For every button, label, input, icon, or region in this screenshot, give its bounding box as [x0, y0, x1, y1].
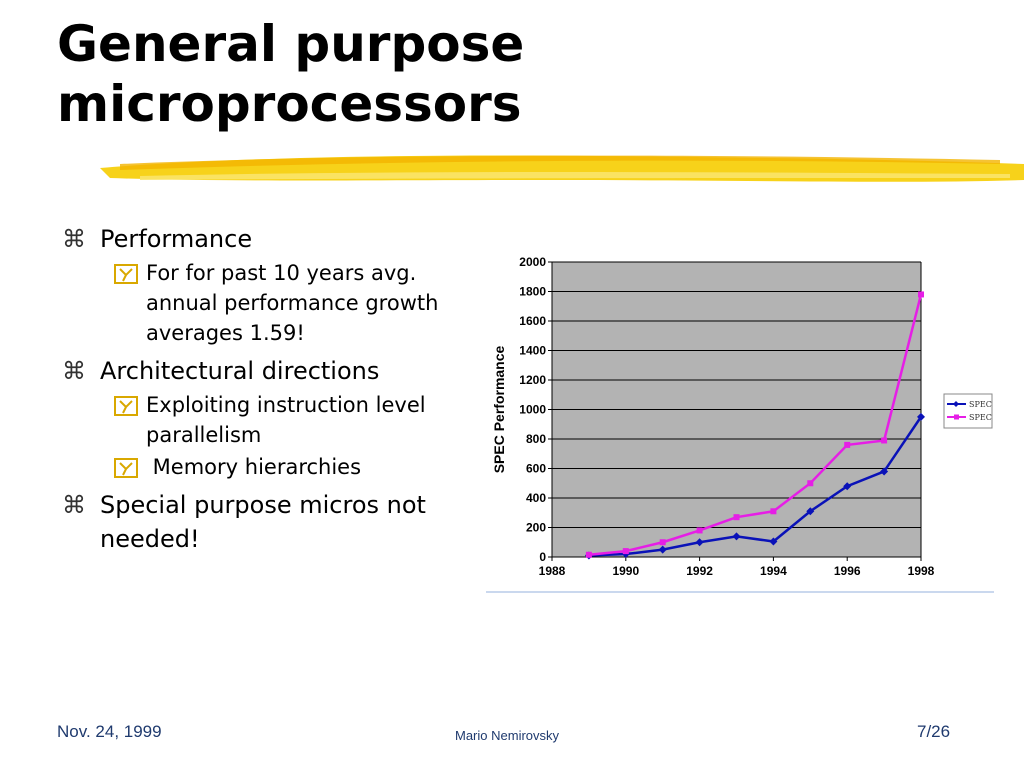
- y-tick-label: 2000: [519, 255, 546, 269]
- series-1-point: [880, 467, 889, 476]
- legend-label-2: SPEC: [969, 413, 992, 422]
- x-tick-label: 1994: [760, 564, 787, 578]
- legend-box: [943, 393, 993, 429]
- series-1-point: [843, 482, 852, 491]
- legend-label-1: SPEC: [969, 400, 992, 409]
- checkbox-y-icon: [114, 458, 138, 478]
- sub-bullet-memory: Memory hierarchies: [62, 452, 482, 482]
- series-2-point: [881, 437, 888, 444]
- bullet-architectural-directions: ⌘ Architectural directions: [62, 354, 482, 388]
- sub-bullet-growth: For for past 10 years avg. annual perfor…: [62, 258, 482, 348]
- y-tick-label: 800: [526, 432, 546, 446]
- y-axis-label: SPEC Performance: [491, 345, 507, 473]
- series-1-point: [658, 545, 667, 554]
- slide-title: General purpose microprocessors: [57, 14, 524, 134]
- sub-bullet-ilp: Exploiting instruction level parallelism: [62, 390, 482, 450]
- yellow-brush-stroke: [100, 155, 1024, 182]
- series-1-point: [732, 532, 741, 541]
- series-1-point: [917, 412, 925, 421]
- x-tick-label: 1988: [539, 564, 566, 578]
- command-key-icon: ⌘: [62, 491, 86, 519]
- y-tick-label: 1400: [519, 344, 546, 358]
- checkbox-y-icon: [114, 396, 138, 416]
- x-tick-label: 1996: [834, 564, 861, 578]
- y-tick-label: 1200: [519, 373, 546, 387]
- bullet-special-purpose: ⌘ Special purpose micros not needed!: [62, 488, 482, 556]
- series-2-point: [733, 514, 740, 521]
- chart-svg: 0 200 400 600 800 1000 1200 1400 1600 1800 2000 198…: [486, 255, 994, 593]
- legend-marker-1: [953, 401, 959, 407]
- series-2-point: [585, 551, 592, 558]
- bullet-text: Special purpose micros not needed!: [100, 491, 426, 553]
- slide-title-line-2: microprocessors: [57, 75, 522, 133]
- series-line-1: [588, 416, 923, 557]
- command-key-icon: ⌘: [62, 357, 86, 385]
- series-1-point: [769, 537, 778, 546]
- series-2-point: [807, 480, 814, 487]
- y-tick-label: 600: [526, 462, 546, 476]
- checkbox-y-icon: [114, 264, 138, 284]
- spec-performance-chart: 0 200 400 600 800 1000 1200 1400 1600 1800 2000 198…: [486, 248, 996, 596]
- y-tick-label: 400: [526, 491, 546, 505]
- x-tick-label: 1998: [908, 564, 935, 578]
- y-tick-label: 200: [526, 521, 546, 535]
- series-1-point: [806, 507, 815, 516]
- series-2-point: [770, 508, 777, 515]
- series-2-point: [696, 527, 703, 534]
- series-1-point: [695, 538, 704, 547]
- x-tick-label: 1990: [612, 564, 639, 578]
- legend-marker-2: [954, 414, 959, 420]
- y-tick-label: 0: [539, 550, 546, 564]
- series-2-point: [918, 291, 924, 298]
- sub-bullet-text: For for past 10 years avg. annual perfor…: [146, 261, 439, 345]
- bullet-text: Architectural directions: [100, 357, 380, 385]
- series-2-point: [844, 441, 851, 448]
- y-tick-label: 1600: [519, 314, 546, 328]
- bullet-list: ⌘ Performance For for past 10 years avg.…: [62, 216, 482, 556]
- series-line-2: [588, 294, 923, 557]
- y-tick-label: 1800: [519, 285, 546, 299]
- series-2-point: [622, 548, 629, 555]
- sub-bullet-text: Memory hierarchies: [146, 455, 362, 479]
- bullet-performance: ⌘ Performance: [62, 222, 482, 256]
- x-tick-label: 1992: [686, 564, 713, 578]
- bullet-text: Performance: [100, 225, 253, 253]
- footer-author: Mario Nemirovsky: [455, 728, 560, 743]
- command-key-icon: ⌘: [62, 225, 86, 253]
- slide-title-line-1: General purpose: [57, 15, 525, 73]
- y-tick-label: 1000: [519, 403, 546, 417]
- sub-bullet-text: Exploiting instruction level parallelism: [146, 393, 426, 447]
- footer-date: Nov. 24, 1999: [57, 722, 162, 741]
- footer-page-number: 7/26: [917, 722, 951, 741]
- series-2-point: [659, 539, 666, 546]
